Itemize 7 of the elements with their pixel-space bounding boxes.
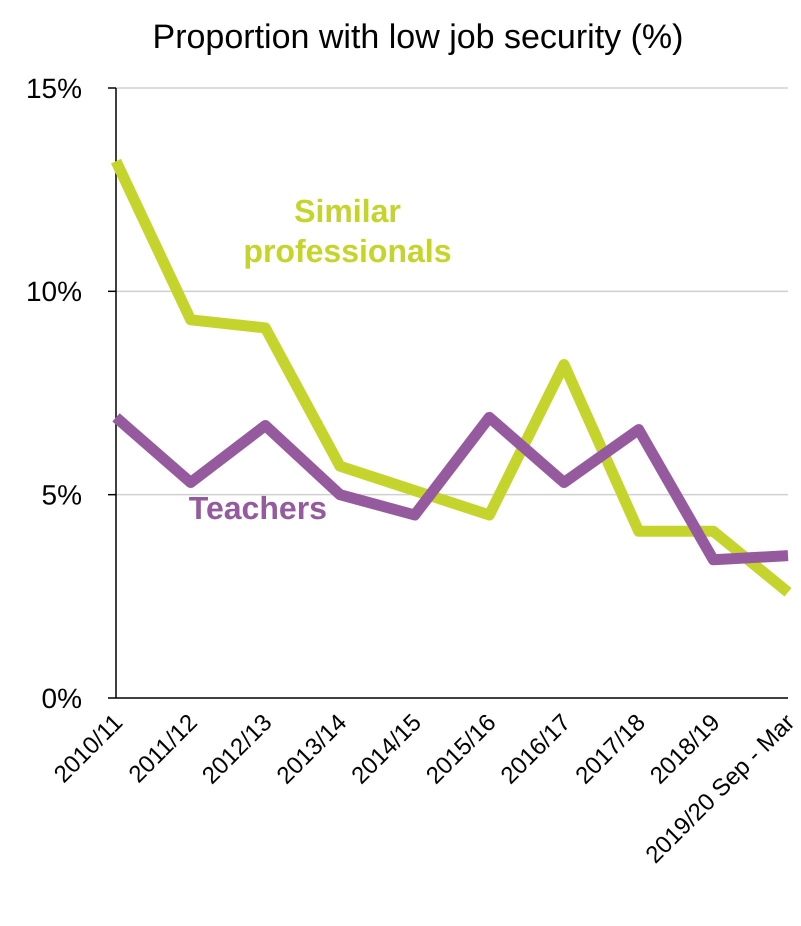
y-tick-label: 15% [26,72,82,104]
y-tick-label: 10% [26,276,82,308]
chart-title: Proportion with low job security (%) [152,18,684,56]
series-label: Similar professionals [243,193,452,270]
y-tick-label: 0% [42,682,82,714]
y-tick-label: 5% [42,479,82,510]
series-label: Teachers [188,490,327,526]
